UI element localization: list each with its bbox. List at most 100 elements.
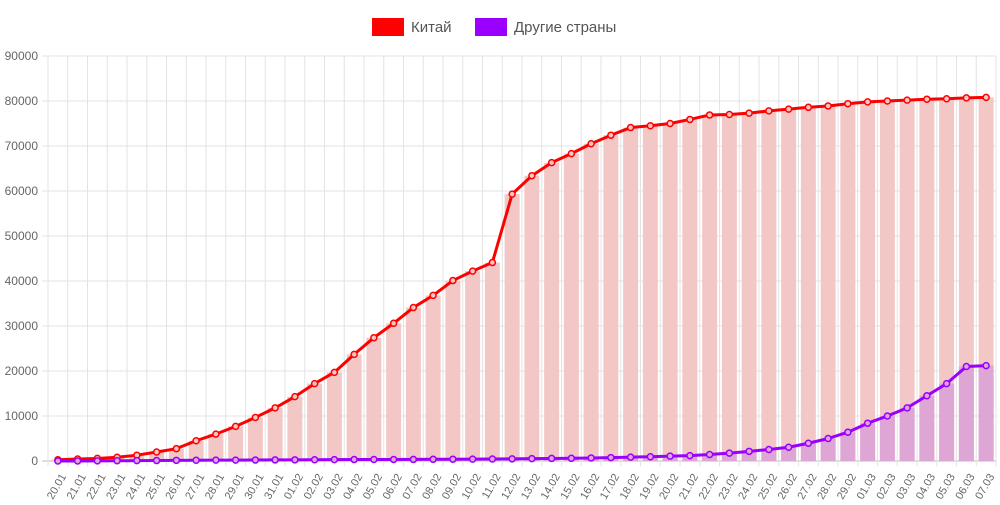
point-china xyxy=(667,121,673,127)
y-tick-label: 30000 xyxy=(5,319,39,333)
point-china xyxy=(331,369,337,375)
point-other xyxy=(154,458,160,464)
point-china xyxy=(924,96,930,102)
bar-other xyxy=(959,367,974,462)
bar-china xyxy=(485,263,500,461)
point-china xyxy=(707,112,713,118)
y-axis: 0100002000030000400005000060000700008000… xyxy=(5,49,39,468)
point-china xyxy=(193,438,199,444)
bar-china xyxy=(366,338,381,461)
y-tick-label: 20000 xyxy=(5,364,39,378)
point-china xyxy=(272,405,278,411)
point-china xyxy=(963,95,969,101)
point-other xyxy=(351,457,357,463)
point-other xyxy=(924,393,930,399)
bar-china xyxy=(643,126,658,461)
bar-china xyxy=(781,109,796,461)
point-china xyxy=(213,431,219,437)
point-china xyxy=(687,116,693,122)
point-other xyxy=(707,451,713,457)
point-other xyxy=(825,436,831,442)
bar-china xyxy=(426,295,441,461)
bar-china xyxy=(663,124,678,462)
point-china xyxy=(252,414,258,420)
bar-china xyxy=(821,106,836,461)
legend-swatch-other xyxy=(475,18,507,36)
legend-label-other: Другие страны xyxy=(514,19,616,36)
bar-china xyxy=(386,323,401,461)
point-china xyxy=(766,108,772,114)
point-other xyxy=(450,456,456,462)
x-tick-label: 07.03 xyxy=(973,472,997,500)
point-other xyxy=(549,455,555,461)
bar-china xyxy=(327,372,342,461)
point-china xyxy=(489,260,495,266)
point-other xyxy=(134,458,140,464)
point-other xyxy=(983,363,989,369)
point-china xyxy=(904,97,910,103)
point-china xyxy=(628,125,634,131)
point-china xyxy=(786,106,792,112)
y-tick-label: 80000 xyxy=(5,94,39,108)
point-other xyxy=(746,448,752,454)
bar-china xyxy=(287,397,302,461)
y-tick-label: 60000 xyxy=(5,184,39,198)
point-china xyxy=(726,112,732,118)
point-other xyxy=(647,454,653,460)
point-china xyxy=(647,123,653,129)
point-other xyxy=(430,456,436,462)
y-tick-label: 0 xyxy=(31,454,38,468)
point-china xyxy=(568,151,574,157)
bar-china xyxy=(268,408,283,461)
point-other xyxy=(805,440,811,446)
point-china xyxy=(430,292,436,298)
point-other xyxy=(252,457,258,463)
point-other xyxy=(963,364,969,370)
bar-china xyxy=(544,163,559,461)
point-china xyxy=(865,99,871,105)
point-china xyxy=(410,305,416,311)
point-other xyxy=(489,456,495,462)
bar-other xyxy=(860,423,875,461)
point-china xyxy=(805,104,811,110)
point-other xyxy=(786,444,792,450)
point-other xyxy=(667,453,673,459)
point-other xyxy=(766,447,772,453)
point-other xyxy=(628,454,634,460)
bar-china xyxy=(860,102,875,461)
y-tick-label: 90000 xyxy=(5,49,39,63)
point-other xyxy=(608,455,614,461)
point-china xyxy=(391,320,397,326)
bar-china xyxy=(682,119,697,461)
point-other xyxy=(75,458,81,464)
point-other xyxy=(371,457,377,463)
bar-china xyxy=(228,426,243,461)
point-other xyxy=(193,457,199,463)
point-china xyxy=(371,335,377,341)
bar-china xyxy=(761,111,776,461)
point-other xyxy=(568,455,574,461)
point-china xyxy=(470,268,476,274)
point-other xyxy=(509,456,515,462)
point-china xyxy=(944,96,950,102)
y-tick-label: 10000 xyxy=(5,409,39,423)
point-china xyxy=(983,94,989,100)
bar-china xyxy=(445,281,460,461)
bar-other xyxy=(979,366,994,461)
y-tick-label: 70000 xyxy=(5,139,39,153)
point-china xyxy=(529,173,535,179)
y-tick-label: 50000 xyxy=(5,229,39,243)
point-china xyxy=(509,191,515,197)
bar-china xyxy=(307,384,322,461)
bar-other xyxy=(919,396,934,461)
point-other xyxy=(470,456,476,462)
bar-china xyxy=(742,113,757,461)
point-other xyxy=(845,429,851,435)
point-other xyxy=(884,413,890,419)
point-other xyxy=(173,457,179,463)
bar-china xyxy=(623,128,638,461)
point-china xyxy=(845,101,851,107)
point-other xyxy=(588,455,594,461)
bar-china xyxy=(406,308,421,461)
